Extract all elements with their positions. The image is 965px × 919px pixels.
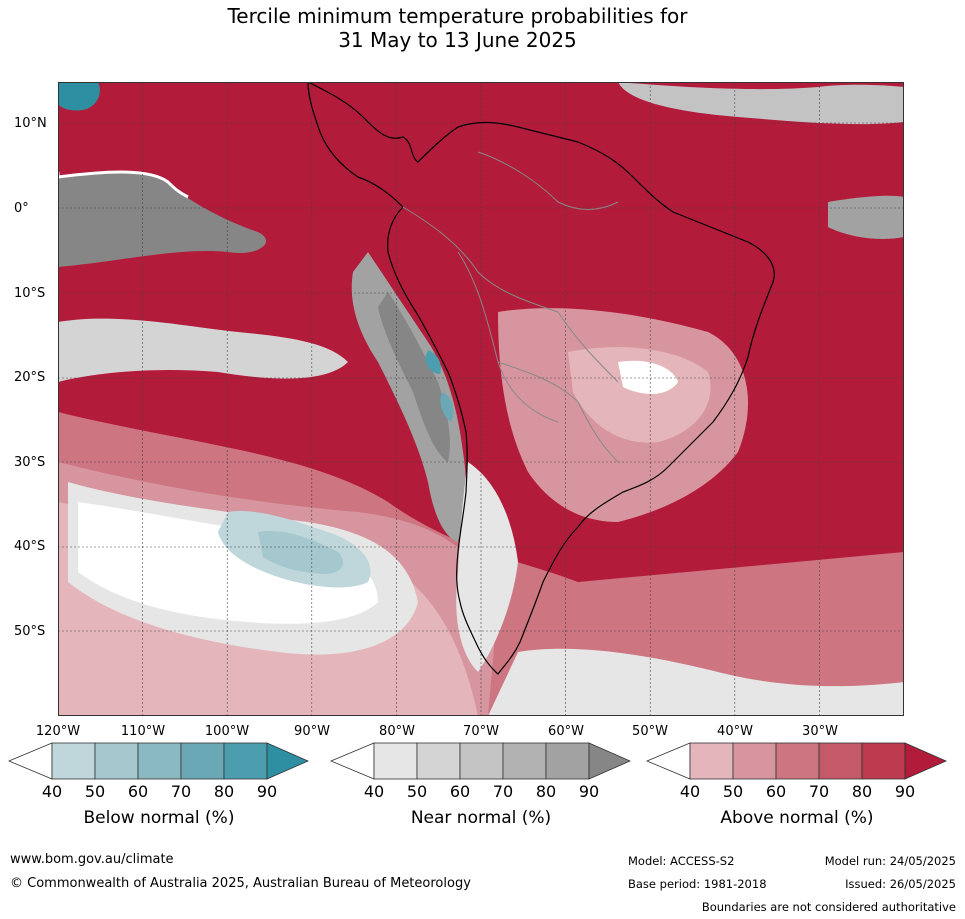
near-normal-colorbar [330, 742, 632, 780]
above-normal-colorbar-low-extend [646, 742, 691, 780]
probability-map [58, 82, 904, 716]
above-normal-colorbar-segment [818, 742, 863, 780]
near-normal-tick-label: 80 [535, 782, 557, 801]
above-normal-tick-label: 40 [679, 782, 701, 801]
lon-label-110w: 110°W [120, 724, 166, 739]
lon-label-60w: 60°W [548, 724, 584, 739]
footer-model-run: Model run: 24/05/2025 [824, 854, 956, 868]
near-normal-caribbean-east [618, 82, 904, 125]
near-normal-tick-label: 40 [363, 782, 385, 801]
below-normal-southern-core [258, 531, 344, 574]
above-normal-colorbar-segment [861, 742, 906, 780]
lon-label-100w: 100°W [204, 724, 250, 739]
near-normal-colorbar-high-extend [588, 742, 631, 780]
below-normal-colorbar [8, 742, 310, 780]
below-normal-colorbar-segment [180, 742, 225, 780]
footer-copyright: © Commonwealth of Australia 2025, Austra… [10, 876, 471, 891]
lat-label-30s: 30°S [14, 455, 46, 470]
above-normal-tick-label: 60 [765, 782, 787, 801]
near-normal-tick-label: 90 [578, 782, 600, 801]
below-normal-title: Below normal (%) [83, 808, 235, 828]
lat-label-10n: 10°N [14, 116, 47, 131]
above-normal-colorbar [646, 742, 948, 780]
title-line-2: 31 May to 13 June 2025 [338, 28, 577, 52]
below-normal-andes-spot [425, 350, 441, 374]
country-borders [402, 151, 619, 463]
above-normal-title: Above normal (%) [720, 808, 874, 828]
above-normal-brazil-light [568, 347, 711, 443]
below-normal-colorbar-segment [51, 742, 96, 780]
footer-model: Model: ACCESS-S2 [628, 854, 735, 868]
above-normal-colorbar-segment [732, 742, 777, 780]
below-normal-colorbar-segment [137, 742, 182, 780]
near-normal-colorbar-low-extend [330, 742, 375, 780]
near-normal-colorbar-segment [416, 742, 461, 780]
near-normal-brazil-white [618, 360, 678, 394]
lat-label-50s: 50°S [14, 624, 46, 639]
below-normal-colorbar-high-extend [266, 742, 309, 780]
near-normal-mid-pacific [58, 318, 348, 382]
above-normal-colorbar-high-extend [904, 742, 947, 780]
graticule [58, 82, 904, 716]
footer-url: www.bom.gov.au/climate [10, 852, 174, 867]
near-normal-tick-label: 60 [449, 782, 471, 801]
below-normal-andes-spot-2 [440, 392, 454, 422]
below-normal-tick-label: 90 [256, 782, 278, 801]
below-normal-tick-label: 70 [170, 782, 192, 801]
chart-title: Tercile minimum temperature probabilitie… [0, 4, 965, 52]
near-normal-andes-strip [351, 252, 466, 542]
lat-label-40s: 40°S [14, 539, 46, 554]
below-normal-tick-label: 50 [84, 782, 106, 801]
above-normal-colorbar-segment [689, 742, 734, 780]
lat-label-10s: 10°S [14, 286, 46, 301]
near-normal-tick-label: 70 [492, 782, 514, 801]
near-normal-southern-white [78, 502, 378, 624]
lon-label-40w: 40°W [717, 724, 753, 739]
lon-label-120w: 120°W [35, 724, 81, 739]
below-normal-colorbar-segment [223, 742, 268, 780]
below-normal-colorbar-segment [94, 742, 139, 780]
below-normal-colorbar-low-extend [8, 742, 53, 780]
near-normal-equatorial-band [58, 172, 267, 267]
footer-base-period: Base period: 1981-2018 [628, 877, 767, 891]
coastline [307, 82, 775, 675]
lon-label-70w: 70°W [463, 724, 499, 739]
above-normal-colorbar-segment [775, 742, 820, 780]
near-normal-atlantic-equator [828, 195, 904, 239]
lat-label-20s: 20°S [14, 370, 46, 385]
lat-label-0: 0° [14, 201, 29, 216]
near-normal-southern-east [488, 648, 904, 716]
footer-issued: Issued: 26/05/2025 [845, 877, 956, 891]
below-normal-colorbar-svg [8, 742, 309, 780]
title-line-1: Tercile minimum temperature probabilitie… [227, 4, 688, 28]
lon-label-80w: 80°W [379, 724, 415, 739]
above-normal-tick-label: 70 [808, 782, 830, 801]
below-normal-northwest-spot [58, 82, 100, 111]
below-normal-tick-label: 60 [127, 782, 149, 801]
below-normal-tick-label: 40 [41, 782, 63, 801]
above-normal-tick-label: 90 [894, 782, 916, 801]
below-normal-tick-label: 80 [213, 782, 235, 801]
near-normal-title: Near normal (%) [410, 808, 552, 828]
lon-label-90w: 90°W [294, 724, 330, 739]
near-normal-tick-label: 50 [406, 782, 428, 801]
above-normal-colorbar-svg [646, 742, 947, 780]
near-normal-patagonia [456, 462, 518, 672]
above-normal-tick-label: 80 [851, 782, 873, 801]
near-normal-colorbar-segment [459, 742, 504, 780]
near-normal-equatorial-edge [58, 170, 189, 199]
lon-label-30w: 30°W [802, 724, 838, 739]
near-normal-andes-inner [378, 292, 450, 462]
near-normal-colorbar-segment [502, 742, 547, 780]
near-normal-colorbar-segment [545, 742, 590, 780]
near-normal-colorbar-svg [330, 742, 631, 780]
near-normal-colorbar-segment [373, 742, 418, 780]
lon-label-50w: 50°W [632, 724, 668, 739]
above-normal-tick-label: 50 [722, 782, 744, 801]
footer-disclaimer: Boundaries are not considered authoritat… [701, 900, 956, 914]
